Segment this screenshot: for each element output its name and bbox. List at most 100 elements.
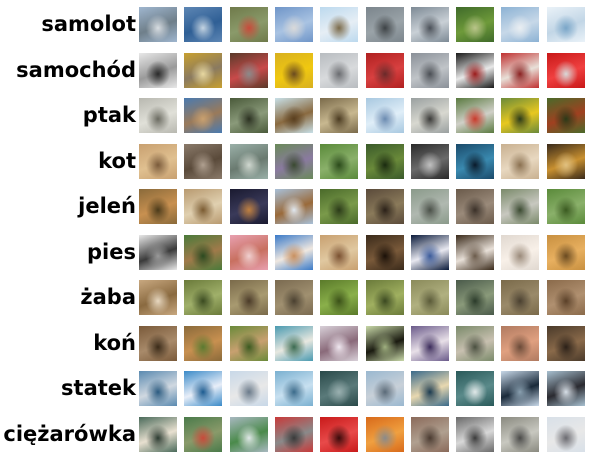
image-thumbnail bbox=[184, 53, 222, 88]
image-thumbnail bbox=[139, 280, 177, 315]
image-thumbnail bbox=[501, 326, 539, 361]
image-thumbnail bbox=[184, 326, 222, 361]
image-thumbnail bbox=[456, 53, 494, 88]
image-thumbnail bbox=[547, 98, 585, 133]
image-thumbnail bbox=[139, 371, 177, 406]
image-thumbnail bbox=[366, 280, 404, 315]
image-thumbnail bbox=[139, 7, 177, 42]
class-row: statek bbox=[0, 370, 592, 407]
image-thumbnail bbox=[366, 144, 404, 179]
image-thumbnail bbox=[184, 7, 222, 42]
image-thumbnail bbox=[411, 53, 449, 88]
image-thumbnail bbox=[320, 53, 358, 88]
image-thumbnail bbox=[320, 280, 358, 315]
image-thumbnail bbox=[230, 235, 268, 270]
image-thumbnail bbox=[230, 53, 268, 88]
image-thumbnail bbox=[456, 371, 494, 406]
image-thumbnail bbox=[320, 417, 358, 452]
image-thumbnail bbox=[275, 417, 313, 452]
image-thumbnail bbox=[275, 144, 313, 179]
image-thumbnail bbox=[139, 235, 177, 270]
image-thumbnail bbox=[230, 417, 268, 452]
class-label: żaba bbox=[80, 285, 136, 309]
image-thumbnail bbox=[501, 371, 539, 406]
image-thumbnail bbox=[230, 189, 268, 224]
image-thumbnail bbox=[411, 144, 449, 179]
image-thumbnail bbox=[320, 235, 358, 270]
image-thumbnail bbox=[366, 53, 404, 88]
image-thumbnail bbox=[547, 144, 585, 179]
image-thumbnail bbox=[320, 144, 358, 179]
image-thumbnail bbox=[411, 7, 449, 42]
image-thumbnail bbox=[411, 189, 449, 224]
image-thumbnail bbox=[275, 53, 313, 88]
image-thumbnail bbox=[411, 371, 449, 406]
class-row: jeleń bbox=[0, 188, 592, 225]
image-thumbnail bbox=[230, 98, 268, 133]
class-label: ciężarówka bbox=[3, 422, 136, 446]
image-thumbnail bbox=[501, 98, 539, 133]
image-thumbnail bbox=[275, 326, 313, 361]
class-row: ptak bbox=[0, 97, 592, 134]
image-thumbnail bbox=[184, 371, 222, 406]
image-thumbnail bbox=[501, 144, 539, 179]
class-row: samolot bbox=[0, 6, 592, 43]
image-thumbnail bbox=[501, 53, 539, 88]
image-thumbnail bbox=[184, 189, 222, 224]
image-thumbnail bbox=[366, 7, 404, 42]
image-thumbnail bbox=[139, 189, 177, 224]
image-thumbnail bbox=[184, 417, 222, 452]
image-thumbnail bbox=[320, 326, 358, 361]
image-thumbnail bbox=[501, 7, 539, 42]
image-thumbnail bbox=[320, 98, 358, 133]
image-thumbnail bbox=[547, 189, 585, 224]
image-thumbnail bbox=[501, 417, 539, 452]
image-thumbnail bbox=[547, 280, 585, 315]
image-thumbnail bbox=[320, 371, 358, 406]
image-thumbnail bbox=[275, 7, 313, 42]
image-thumbnail bbox=[139, 326, 177, 361]
image-thumbnail bbox=[501, 280, 539, 315]
image-thumbnail bbox=[320, 189, 358, 224]
image-thumbnail bbox=[275, 98, 313, 133]
image-thumbnail bbox=[139, 98, 177, 133]
image-thumbnail bbox=[230, 144, 268, 179]
class-label: samolot bbox=[41, 12, 136, 36]
image-thumbnail bbox=[456, 235, 494, 270]
class-row: koń bbox=[0, 325, 592, 362]
class-row: pies bbox=[0, 234, 592, 271]
class-label: kot bbox=[98, 149, 136, 173]
image-thumbnail bbox=[456, 280, 494, 315]
image-thumbnail bbox=[456, 144, 494, 179]
image-thumbnail bbox=[411, 235, 449, 270]
image-thumbnail bbox=[184, 98, 222, 133]
class-row: samochód bbox=[0, 52, 592, 89]
image-thumbnail bbox=[366, 189, 404, 224]
image-thumbnail bbox=[275, 280, 313, 315]
image-thumbnail bbox=[411, 417, 449, 452]
image-thumbnail bbox=[366, 371, 404, 406]
class-row: żaba bbox=[0, 279, 592, 316]
image-thumbnail bbox=[501, 189, 539, 224]
image-thumbnail bbox=[456, 98, 494, 133]
image-thumbnail bbox=[456, 417, 494, 452]
image-thumbnail bbox=[547, 326, 585, 361]
image-thumbnail bbox=[230, 7, 268, 42]
image-thumbnail bbox=[366, 98, 404, 133]
image-thumbnail bbox=[411, 280, 449, 315]
image-thumbnail bbox=[184, 280, 222, 315]
image-thumbnail bbox=[139, 144, 177, 179]
image-thumbnail bbox=[230, 280, 268, 315]
image-thumbnail bbox=[366, 417, 404, 452]
class-row: kot bbox=[0, 143, 592, 180]
class-label: koń bbox=[93, 331, 136, 355]
class-label: jeleń bbox=[78, 194, 136, 218]
image-thumbnail bbox=[547, 417, 585, 452]
image-thumbnail bbox=[411, 326, 449, 361]
image-thumbnail bbox=[320, 7, 358, 42]
class-label: statek bbox=[61, 376, 136, 400]
class-row: ciężarówka bbox=[0, 416, 592, 453]
image-thumbnail bbox=[366, 326, 404, 361]
image-thumbnail bbox=[456, 189, 494, 224]
